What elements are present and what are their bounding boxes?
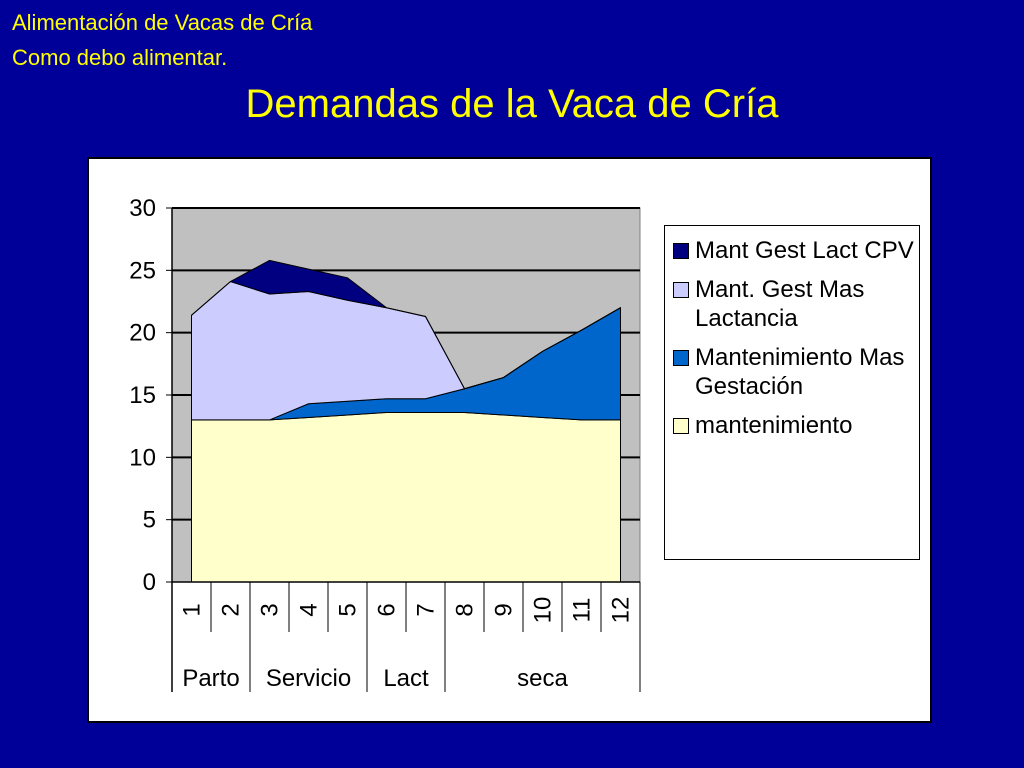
area xyxy=(191,280,621,421)
legend-item: Mantenimiento Mas Gestación xyxy=(673,343,915,401)
group-label: Parto xyxy=(182,665,239,692)
area xyxy=(191,411,621,583)
y-tick-label: 0 xyxy=(143,569,156,596)
y-tick-label: 5 xyxy=(143,507,156,534)
legend: Mant Gest Lact CPV Mant. Gest Mas Lactanc… xyxy=(664,225,920,560)
y-tick-label: 30 xyxy=(129,195,156,222)
legend-item: mantenimiento xyxy=(673,411,915,440)
y-tick-label: 25 xyxy=(129,257,156,284)
x-tick-label: 6 xyxy=(374,603,401,616)
x-tick-label: 11 xyxy=(569,598,596,623)
area xyxy=(191,306,621,421)
x-tick-label: 7 xyxy=(413,603,440,616)
x-tick-label: 5 xyxy=(335,603,362,616)
legend-swatch xyxy=(673,350,689,366)
y-tick-label: 10 xyxy=(129,444,156,471)
x-tick-label: 2 xyxy=(218,603,245,616)
legend-swatch xyxy=(673,282,689,298)
area xyxy=(191,259,621,390)
x-tick-label: 12 xyxy=(608,597,635,624)
group-label: seca xyxy=(517,665,568,692)
group-label: Servicio xyxy=(266,665,351,692)
x-tick-label: 1 xyxy=(179,603,206,616)
x-tick-label: 4 xyxy=(296,603,323,616)
x-tick-label: 8 xyxy=(452,603,479,616)
x-tick-label: 3 xyxy=(257,603,284,616)
x-tick-label: 10 xyxy=(530,597,557,624)
group-label: Lact xyxy=(383,665,429,692)
y-tick-label: 15 xyxy=(129,382,156,409)
y-tick-label: 20 xyxy=(129,320,156,347)
x-tick-label: 9 xyxy=(491,603,518,616)
chart-title: Demandas de la Vaca de Cría xyxy=(245,82,779,126)
legend-swatch xyxy=(673,243,689,259)
legend-item: Mant Gest Lact CPV xyxy=(673,236,915,265)
header-line: Como debo alimentar. xyxy=(12,45,228,70)
legend-label: Mantenimiento Mas Gestación xyxy=(695,344,905,400)
header-line: Alimentación de Vacas de Cría xyxy=(12,10,313,35)
legend-swatch xyxy=(673,418,689,434)
legend-item: Mant. Gest Mas Lactancia xyxy=(673,275,915,333)
legend-label: Mant. Gest Mas Lactancia xyxy=(695,276,865,332)
legend-label: mantenimiento xyxy=(695,412,853,439)
plot-area xyxy=(171,207,641,583)
legend-label: Mant Gest Lact CPV xyxy=(695,237,914,264)
